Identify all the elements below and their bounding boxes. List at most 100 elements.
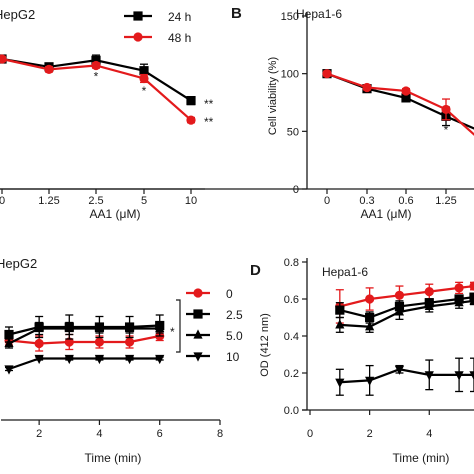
legend-marker — [133, 11, 143, 21]
panel-b-letter: B — [231, 5, 242, 22]
data-point — [34, 322, 44, 333]
legend-label: 0 — [226, 287, 233, 301]
x-tick-label: 2.5 — [88, 195, 103, 207]
data-point — [441, 104, 451, 115]
data-point — [394, 290, 405, 300]
data-point — [365, 376, 375, 386]
data-point — [186, 96, 196, 106]
significance-bracket — [176, 299, 181, 353]
x-tick-label: 6 — [157, 428, 163, 440]
x-tick-label: 4 — [426, 428, 432, 440]
data-point — [0, 54, 7, 64]
data-point — [186, 115, 196, 125]
series-line — [326, 72, 474, 136]
data-point — [394, 306, 405, 316]
legend-marker — [193, 329, 203, 339]
series-line — [339, 296, 474, 319]
x-tick-label: 2 — [367, 428, 373, 440]
y-tick-label: 50 — [287, 126, 299, 138]
x-tick-label: 4 — [96, 428, 102, 440]
data-point — [139, 73, 149, 84]
data-point — [34, 354, 44, 365]
data-point — [335, 378, 345, 388]
data-point — [139, 66, 149, 76]
data-point — [365, 321, 375, 331]
panel-c-hepg2-od: HepG2 Time (min) D 2 4 6 8 0 2.5 5.0 10 * — [0, 256, 261, 465]
significance-star: * — [170, 325, 175, 339]
x-tick-label: 0 — [324, 195, 330, 207]
panel-a-xlabel: AA1 (μM) — [90, 207, 141, 221]
data-point — [424, 371, 434, 381]
data-point — [34, 338, 44, 349]
legend-marker — [133, 32, 143, 42]
significance-star: * — [142, 84, 147, 98]
data-point — [365, 312, 375, 323]
data-point — [335, 319, 345, 329]
series-line — [8, 357, 160, 371]
data-point — [94, 322, 105, 333]
data-point — [124, 322, 135, 333]
x-tick-label: 0.3 — [359, 195, 374, 207]
data-point — [94, 354, 105, 365]
y-tick-label: 0.8 — [284, 257, 299, 269]
legend-label: 2.5 — [226, 308, 243, 322]
data-point — [155, 354, 165, 365]
x-tick-label: 0 — [0, 195, 5, 207]
panel-d-xlabel: Time (min) — [393, 451, 450, 465]
data-point — [322, 69, 332, 79]
x-tick-label: 10 — [185, 195, 197, 207]
x-tick-label: 5 — [141, 195, 147, 207]
panel-c-title: HepG2 — [0, 256, 37, 271]
data-point — [401, 86, 411, 96]
data-point — [362, 82, 372, 93]
legend-marker — [193, 288, 203, 298]
data-point — [94, 337, 105, 347]
panel-d-title: Hepa1-6 — [322, 265, 368, 279]
data-point — [44, 64, 54, 74]
y-tick-label: 0 — [293, 184, 299, 196]
panel-b-xlabel: AA1 (μM) — [361, 207, 412, 221]
legend-label: 48 h — [168, 31, 191, 45]
panel-a-title: HepG2 — [0, 7, 35, 22]
data-point — [64, 354, 74, 365]
data-point — [469, 281, 474, 291]
y-tick-label: 0.0 — [284, 405, 299, 417]
data-point — [365, 294, 375, 304]
y-tick-label: 0.6 — [284, 294, 299, 306]
x-tick-label: 2 — [36, 428, 42, 440]
data-point — [64, 337, 74, 347]
significance-star: * — [94, 70, 99, 84]
data-point — [454, 297, 464, 307]
x-tick-label: 1.25 — [38, 195, 59, 207]
legend-marker — [193, 352, 203, 362]
legend-marker — [193, 309, 203, 319]
legend-label: 10 — [226, 350, 240, 364]
data-point — [394, 365, 405, 375]
data-point — [64, 322, 74, 333]
data-point — [469, 295, 474, 305]
y-tick-label: 100 — [281, 69, 299, 81]
x-tick-label: 0.6 — [398, 195, 413, 207]
data-point — [454, 283, 464, 293]
x-tick-label: 1.25 — [435, 195, 456, 207]
data-point — [469, 371, 474, 381]
data-point — [424, 300, 434, 310]
significance-star: ** — [204, 97, 214, 111]
data-point — [4, 337, 14, 348]
data-point — [155, 322, 165, 333]
panel-d-letter: D — [250, 262, 261, 279]
y-tick-label: 150 — [281, 11, 299, 23]
data-point — [424, 287, 434, 297]
panel-b-title: Hepa1-6 — [296, 7, 342, 21]
panel-b-hepa16-viability: Hepa1-6 AA1 (μM) Cell viability (%) 0 0.3… — [0, 7, 474, 221]
y-tick-label: 0.4 — [284, 331, 299, 343]
legend-label: 5.0 — [226, 329, 243, 343]
x-tick-label: 8 — [217, 428, 223, 440]
panel-d-hepa16-od: Hepa1-6 Time (min) OD (412 nm) 0 2 4 0.0 0.2… — [259, 257, 474, 465]
series-line — [326, 72, 474, 130]
data-point — [124, 337, 135, 347]
data-point — [91, 55, 101, 65]
series-line — [8, 327, 160, 345]
